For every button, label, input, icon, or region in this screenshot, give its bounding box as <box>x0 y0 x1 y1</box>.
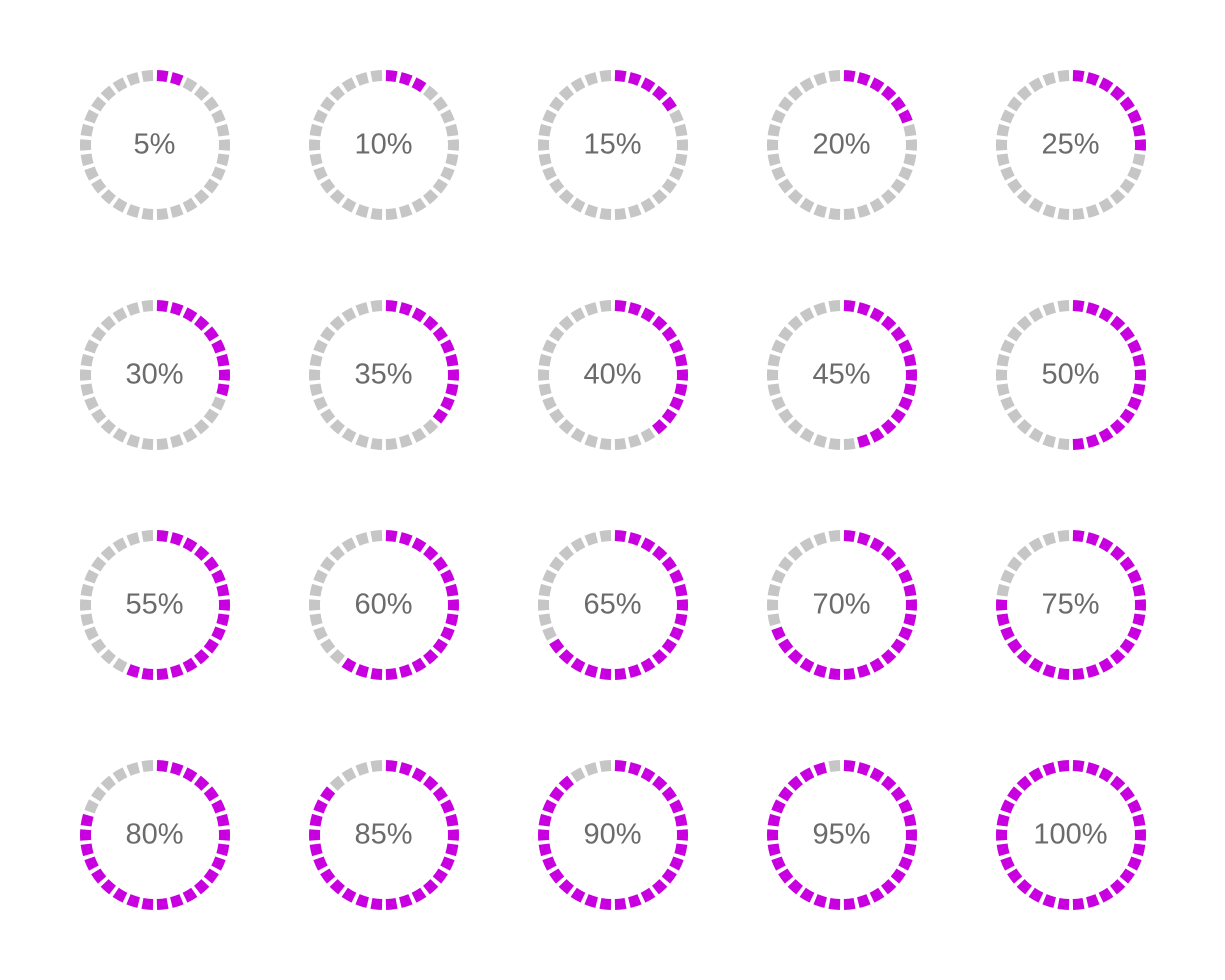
progress-dial-label: 60% <box>354 589 412 622</box>
progress-dial-label: 85% <box>354 819 412 852</box>
progress-dial-cell: 50% <box>966 270 1175 480</box>
progress-dial-label: 10% <box>354 129 412 162</box>
progress-dial: 30% <box>80 300 230 450</box>
progress-dial-cell: 60% <box>279 500 488 710</box>
progress-dial-cell: 70% <box>737 500 946 710</box>
progress-dial: 70% <box>767 530 917 680</box>
progress-dial: 25% <box>996 70 1146 220</box>
progress-dial-cell: 20% <box>737 40 946 250</box>
progress-dial-label: 80% <box>125 819 183 852</box>
progress-dial-cell: 5% <box>50 40 259 250</box>
progress-dial-cell: 10% <box>279 40 488 250</box>
progress-dial-label: 40% <box>583 359 641 392</box>
progress-dial: 50% <box>996 300 1146 450</box>
progress-dial: 5% <box>80 70 230 220</box>
progress-dial: 75% <box>996 530 1146 680</box>
progress-dial: 55% <box>80 530 230 680</box>
progress-dial-cell: 30% <box>50 270 259 480</box>
progress-dial: 100% <box>996 760 1146 910</box>
progress-dial-cell: 15% <box>508 40 717 250</box>
progress-dial: 95% <box>767 760 917 910</box>
progress-dial-cell: 100% <box>966 730 1175 940</box>
progress-dial: 65% <box>538 530 688 680</box>
progress-dial: 45% <box>767 300 917 450</box>
progress-dial-label: 65% <box>583 589 641 622</box>
progress-dial-label: 25% <box>1041 129 1099 162</box>
progress-dial-label: 15% <box>583 129 641 162</box>
progress-dial: 35% <box>309 300 459 450</box>
progress-dial-label: 70% <box>812 589 870 622</box>
progress-dial-label: 55% <box>125 589 183 622</box>
progress-dial: 10% <box>309 70 459 220</box>
progress-dial-cell: 95% <box>737 730 946 940</box>
progress-dial-label: 20% <box>812 129 870 162</box>
progress-dial-cell: 65% <box>508 500 717 710</box>
progress-dial: 90% <box>538 760 688 910</box>
progress-dial-label: 90% <box>583 819 641 852</box>
progress-dial-cell: 55% <box>50 500 259 710</box>
progress-dial-label: 5% <box>134 129 176 162</box>
progress-dial-label: 100% <box>1033 819 1107 852</box>
progress-dial-cell: 75% <box>966 500 1175 710</box>
progress-dial-label: 75% <box>1041 589 1099 622</box>
progress-dial: 20% <box>767 70 917 220</box>
progress-dial-label: 50% <box>1041 359 1099 392</box>
progress-dial-cell: 40% <box>508 270 717 480</box>
progress-dial-cell: 35% <box>279 270 488 480</box>
progress-dial: 85% <box>309 760 459 910</box>
progress-dial-grid: 5% 10% 15% 20% 25% 30% 35% 40% 45% 50% 55% 60% 65% 70… <box>0 0 1225 980</box>
progress-dial-cell: 80% <box>50 730 259 940</box>
progress-dial-label: 35% <box>354 359 412 392</box>
progress-dial-cell: 25% <box>966 40 1175 250</box>
progress-dial-cell: 90% <box>508 730 717 940</box>
progress-dial: 15% <box>538 70 688 220</box>
progress-dial-label: 45% <box>812 359 870 392</box>
progress-dial: 60% <box>309 530 459 680</box>
progress-dial-cell: 85% <box>279 730 488 940</box>
progress-dial: 80% <box>80 760 230 910</box>
progress-dial: 40% <box>538 300 688 450</box>
progress-dial-label: 95% <box>812 819 870 852</box>
progress-dial-label: 30% <box>125 359 183 392</box>
progress-dial-cell: 45% <box>737 270 946 480</box>
